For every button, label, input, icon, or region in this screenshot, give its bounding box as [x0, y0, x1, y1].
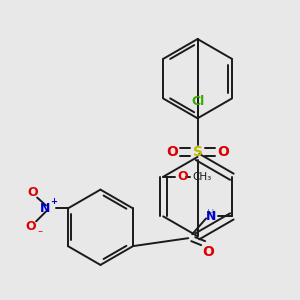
Text: CH₃: CH₃ — [192, 172, 211, 182]
Text: Cl: Cl — [191, 95, 204, 108]
Text: O: O — [218, 145, 229, 159]
Text: N: N — [206, 210, 216, 223]
Text: H: H — [207, 209, 214, 219]
Text: N: N — [40, 202, 50, 215]
Text: O: O — [25, 220, 35, 233]
Text: O: O — [202, 245, 214, 259]
Text: ⁻: ⁻ — [38, 229, 43, 239]
Text: O: O — [27, 186, 38, 199]
Text: O: O — [177, 170, 188, 183]
Text: S: S — [193, 145, 202, 159]
Text: O: O — [166, 145, 178, 159]
Text: +: + — [50, 197, 58, 206]
